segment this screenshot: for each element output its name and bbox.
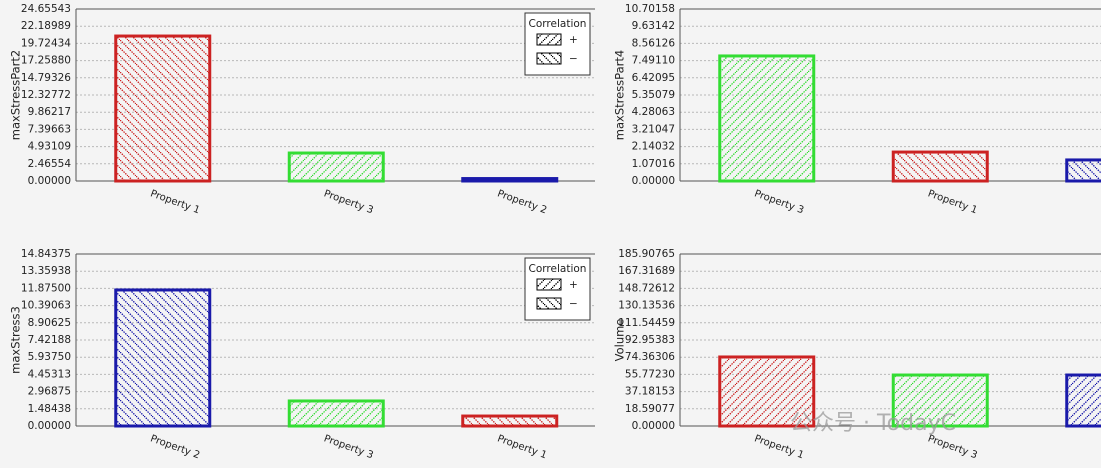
- y-axis-label: maxStressPart2: [9, 50, 23, 140]
- y-tick-label: 130.13536: [618, 300, 675, 312]
- y-tick-label: 4.45313: [28, 368, 71, 380]
- y-tick-label: 13.35938: [21, 265, 71, 277]
- bar: [114, 34, 212, 183]
- y-tick-label: 148.72612: [618, 282, 675, 294]
- y-tick-label: 10.70158: [625, 3, 675, 15]
- legend-title: Correlation: [529, 263, 587, 275]
- y-tick-label: 0.00000: [28, 175, 71, 187]
- y-tick-label: 17.25880: [21, 55, 71, 67]
- y-tick-label: 6.42095: [632, 72, 675, 84]
- y-tick-label: 24.65543: [21, 3, 71, 15]
- bar: [287, 151, 385, 183]
- y-tick-label: 0.00000: [632, 175, 675, 187]
- legend-label: −: [569, 298, 578, 310]
- y-tick-label: 14.84375: [21, 248, 71, 260]
- y-axis-label: Volume: [613, 319, 627, 362]
- bar: [718, 54, 816, 183]
- y-tick-label: 55.77230: [625, 368, 675, 380]
- y-tick-label: 37.18153: [625, 386, 675, 398]
- watermark: 公众号 · TodayC: [790, 411, 956, 436]
- x-tick-label: Property 3: [926, 433, 978, 461]
- y-tick-label: 5.93750: [28, 351, 71, 363]
- y-tick-label: 7.39663: [28, 123, 71, 135]
- bar: [891, 373, 989, 428]
- y-tick-label: 185.90765: [618, 248, 675, 260]
- y-tick-label: 7.42188: [28, 334, 71, 346]
- x-tick-label: Property 3: [322, 188, 374, 216]
- bar: [287, 399, 385, 428]
- legend-label: +: [569, 279, 578, 291]
- legend-title: Correlation: [529, 18, 587, 30]
- x-tick-label: Property 1: [496, 433, 548, 461]
- y-tick-label: 8.56126: [632, 37, 676, 49]
- bar: [1065, 158, 1101, 183]
- y-tick-label: 167.31689: [618, 265, 675, 277]
- y-tick-label: 3.21047: [632, 123, 675, 135]
- y-tick-label: 19.72434: [21, 37, 71, 49]
- y-tick-label: 92.95383: [625, 334, 675, 346]
- legend-label: +: [569, 34, 578, 46]
- y-tick-label: 14.79326: [21, 72, 71, 84]
- x-tick-label: Property 1: [753, 433, 805, 461]
- x-tick-label: Property 2: [496, 188, 548, 216]
- x-tick-label: Property 3: [753, 188, 805, 216]
- legend-swatch: [536, 297, 562, 310]
- y-tick-label: 74.36306: [625, 351, 675, 363]
- y-axis-label: maxStressPart4: [613, 50, 627, 140]
- legend-label: −: [569, 53, 578, 65]
- y-tick-label: 18.59077: [625, 403, 675, 415]
- y-tick-label: 2.14032: [632, 141, 675, 153]
- y-tick-label: 2.96875: [28, 386, 71, 398]
- y-tick-label: 2.46554: [28, 158, 72, 170]
- legend-swatch: [536, 278, 562, 291]
- y-tick-label: 0.00000: [632, 420, 675, 432]
- y-tick-label: 4.93109: [28, 141, 71, 153]
- bar: [461, 177, 559, 183]
- bar: [461, 414, 559, 428]
- x-tick-label: Property 2: [149, 433, 201, 461]
- y-tick-label: 111.54459: [618, 317, 675, 329]
- bar: [1065, 373, 1101, 428]
- bar: [891, 150, 989, 183]
- y-tick-label: 11.87500: [21, 282, 71, 294]
- y-tick-label: 12.32772: [21, 89, 71, 101]
- y-axis-label: maxStress3: [9, 306, 23, 374]
- y-tick-label: 7.49110: [632, 55, 675, 67]
- y-tick-label: 9.63142: [632, 20, 675, 32]
- bar: [114, 288, 212, 428]
- y-tick-label: 0.00000: [28, 420, 71, 432]
- x-tick-label: Property 3: [322, 433, 374, 461]
- x-tick-label: Property 1: [926, 188, 978, 216]
- y-tick-label: 9.86217: [28, 106, 71, 118]
- bar: [718, 355, 816, 428]
- y-tick-label: 1.48438: [28, 403, 71, 415]
- y-tick-label: 4.28063: [632, 106, 675, 118]
- x-tick-label: Property 1: [149, 188, 201, 216]
- y-tick-label: 10.39063: [21, 300, 71, 312]
- legend-swatch: [536, 33, 562, 46]
- y-tick-label: 22.18989: [21, 20, 71, 32]
- y-tick-label: 1.07016: [632, 158, 676, 170]
- y-tick-label: 5.35079: [632, 89, 675, 101]
- y-tick-label: 8.90625: [28, 317, 71, 329]
- legend-swatch: [536, 52, 562, 65]
